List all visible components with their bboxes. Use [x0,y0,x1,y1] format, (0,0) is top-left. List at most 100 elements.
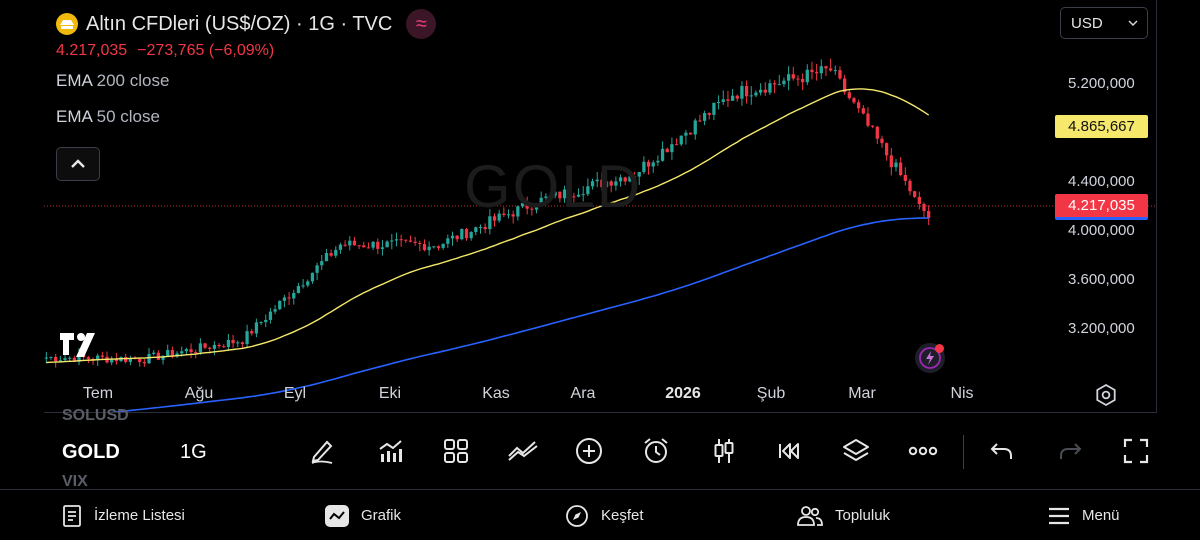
candle-body [310,272,315,282]
fullscreen-button[interactable] [1118,433,1154,469]
candle-body [553,191,557,196]
candle-body [670,144,674,153]
price-axis-label: 4.400,000 [1068,173,1135,190]
candle-body [292,292,296,299]
candle-body [250,331,254,334]
candle-body [306,281,310,286]
compare-button[interactable] [505,433,541,469]
candle-body [138,358,142,363]
notification-dot [935,344,944,353]
price-change: −273,765 (−6,09%) [137,42,275,59]
candle-body [72,357,76,362]
candle-body [735,95,739,99]
indicator-ema50[interactable]: EMA 50 close [56,102,436,138]
candle-body [866,113,870,126]
symbol-scroll-next[interactable]: VIX [62,473,88,490]
redo-button[interactable] [1052,433,1088,469]
more-button[interactable] [905,433,941,469]
candle-body [749,95,753,97]
alert-button[interactable] [638,433,674,469]
candle-body [436,246,441,248]
candle-body [352,240,357,246]
candle-body [278,300,282,310]
candle-body [478,226,483,228]
draw-tool-button[interactable] [304,433,340,469]
candle-body [726,99,730,101]
undo-button[interactable] [984,433,1020,469]
candle-body [366,247,371,249]
time-axis-label: Tem [82,385,114,402]
symbol-title[interactable]: Altın CFDleri (US$/OZ) · 1G · TVC [86,12,393,35]
layouts-icon [444,439,468,463]
candle-body [623,177,627,182]
candle-body [259,322,263,324]
candle-body [124,356,128,362]
nav-chart[interactable]: Grafik [325,490,401,540]
candle-body [198,343,203,353]
candle-body [791,74,795,79]
time-axis-label: Eki [378,385,402,402]
layers-button[interactable] [838,433,874,469]
candle-body [913,191,917,197]
candle-body [469,231,473,239]
candle-body [110,358,114,363]
candle-body [581,194,585,196]
symbol-scroll-prev[interactable]: SOLUSD [62,407,129,424]
nav-menu[interactable]: Menü [1048,490,1120,540]
candle-body [861,108,865,114]
indicator-params: 200 close [96,71,170,90]
nav-label: Grafik [361,507,402,524]
candle-body [380,247,385,249]
community-icon [797,505,823,527]
chart-settings-button[interactable] [1094,383,1118,407]
candle-body [324,253,329,262]
layouts-button[interactable] [438,433,474,469]
toolbar-divider [963,435,964,469]
candle-body [754,92,758,96]
collapse-legend-button[interactable] [56,147,100,181]
gold-icon [56,13,78,35]
candle-body [894,162,898,168]
candle-body [502,213,506,215]
time-axis-label: Nis [950,385,974,402]
candle-body [166,350,170,356]
chart-type-button[interactable] [706,433,742,469]
bottom-navigation: İzleme Listesi Grafik Keşfet Topluluk Me… [0,489,1200,540]
candle-body [889,155,893,168]
symbol-watermark: GOLD [464,153,643,220]
candle-body [371,241,375,248]
candle-body [180,351,184,354]
price-chart[interactable] [0,0,1200,413]
candle-body [506,214,511,216]
redo-icon [1060,443,1082,459]
symbol-selector[interactable]: GOLD [62,441,120,463]
candle-body [240,342,245,345]
interval-selector[interactable]: 1G [180,441,207,463]
candle-body [86,357,90,359]
last-price-tag: 4.217,035 [1055,194,1148,220]
ema50-price-tag: 4.865,667 [1055,115,1148,138]
candle-body [427,246,431,251]
nav-explore[interactable]: Keşfet [565,490,644,540]
replay-button[interactable] [772,433,808,469]
indicator-ema200[interactable]: EMA 200 close [56,66,436,102]
add-button[interactable] [571,433,607,469]
candle-body [44,357,48,359]
candle-body [539,197,543,207]
candle-body [618,177,623,182]
nav-community[interactable]: Topluluk [797,490,890,540]
nav-watchlist[interactable]: İzleme Listesi [62,490,185,540]
last-price: 4.217,035 [56,42,128,59]
chart-toolbar: SOLUSD GOLD VIX 1G [0,407,1200,490]
candle-body [707,113,711,115]
candle-body [656,160,660,163]
candle-body [927,211,931,219]
candle-body [399,239,403,241]
candle-body [156,352,161,360]
candle-body [329,253,333,256]
undo-icon [990,443,1012,459]
currency-select[interactable]: USD [1060,7,1148,39]
alert-icon [644,438,668,463]
exchange-icon[interactable]: ≈ [406,9,437,39]
indicators-button[interactable] [372,433,408,469]
